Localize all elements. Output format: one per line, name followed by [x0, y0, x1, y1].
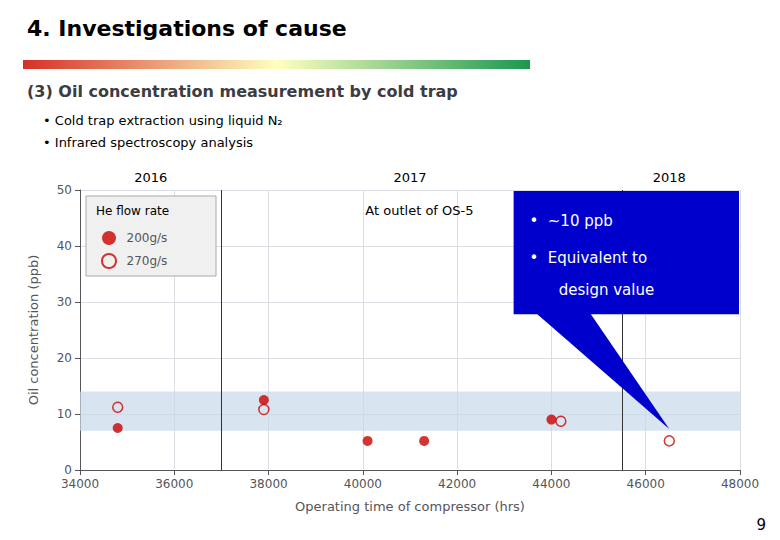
svg-text:42000: 42000: [438, 477, 476, 491]
svg-text:10: 10: [57, 407, 72, 421]
svg-text:2017: 2017: [393, 170, 426, 185]
svg-text:46000: 46000: [627, 477, 665, 491]
svg-text:40: 40: [57, 239, 72, 253]
svg-text:200g/s: 200g/s: [127, 231, 168, 245]
svg-text:9: 9: [756, 516, 766, 534]
svg-text:40000: 40000: [344, 477, 382, 491]
svg-text:34000: 34000: [61, 477, 99, 491]
svg-text:270g/s: 270g/s: [127, 254, 168, 268]
svg-text:• Cold trap extraction using l: • Cold trap extraction using liquid N₂: [43, 113, 283, 128]
svg-text:• ~10 ppb: • ~10 ppb: [529, 212, 612, 230]
svg-text:38000: 38000: [249, 477, 287, 491]
svg-text:50: 50: [57, 183, 72, 197]
svg-text:• Infrared spectroscopy analys: • Infrared spectroscopy analysis: [43, 135, 253, 150]
svg-text:(3) Oil concentration measurem: (3) Oil concentration measurement by col…: [27, 82, 458, 101]
svg-text:20: 20: [57, 351, 72, 365]
svg-text:He flow rate: He flow rate: [96, 204, 169, 218]
svg-text:design value: design value: [559, 281, 655, 299]
svg-text:At outlet of OS-5: At outlet of OS-5: [365, 203, 473, 218]
svg-text:• Equivalent to: • Equivalent to: [529, 249, 647, 267]
svg-text:30: 30: [57, 295, 72, 309]
svg-text:48000: 48000: [721, 477, 759, 491]
svg-text:4. Investigations of cause: 4. Investigations of cause: [27, 16, 347, 41]
svg-text:0: 0: [64, 463, 72, 477]
svg-text:36000: 36000: [155, 477, 193, 491]
svg-text:2016: 2016: [134, 170, 167, 185]
svg-text:2018: 2018: [653, 170, 686, 185]
svg-text:44000: 44000: [532, 477, 570, 491]
svg-text:Oil concentration (ppb): Oil concentration (ppb): [26, 255, 41, 406]
svg-text:Operating time of compressor (: Operating time of compressor (hrs): [295, 499, 525, 514]
